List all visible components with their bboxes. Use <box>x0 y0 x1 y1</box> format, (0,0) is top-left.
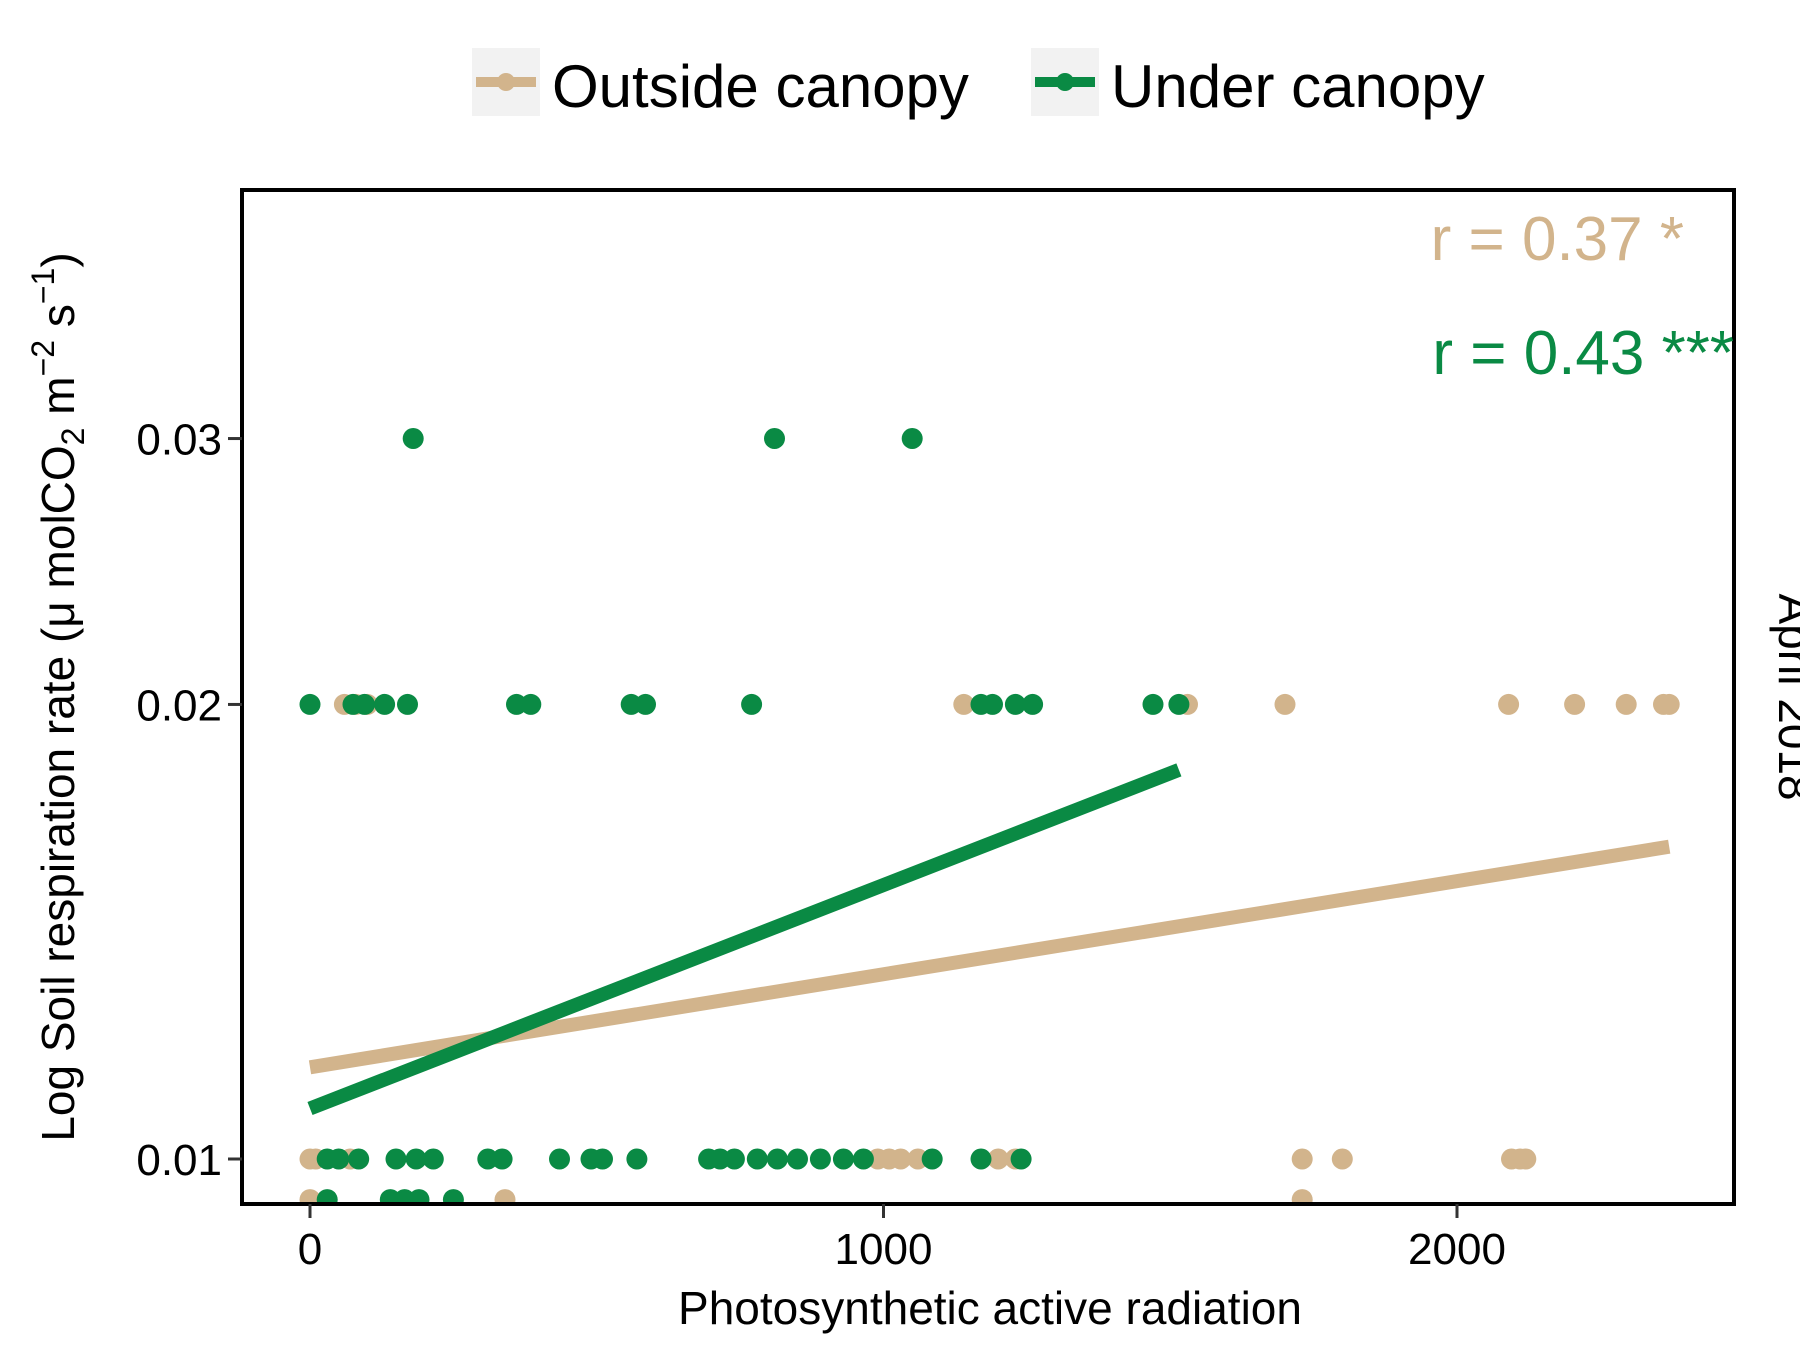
data-point-under <box>520 693 542 715</box>
data-point-under <box>1004 693 1026 715</box>
y-axis-title-sub2: 2 <box>55 428 91 446</box>
data-point-under <box>635 693 656 715</box>
data-point-under <box>442 1189 464 1204</box>
legend-label-under: Under canopy <box>1111 53 1485 120</box>
legend-key-outside-point <box>497 73 515 91</box>
data-point-under <box>549 1148 570 1170</box>
data-point-under <box>408 1189 430 1204</box>
data-point-outside <box>1515 1148 1537 1170</box>
data-point-under <box>316 1189 338 1204</box>
fit-lines-layer <box>307 763 1671 1116</box>
legend-key-under-point <box>1056 73 1074 91</box>
data-point-outside <box>1291 1148 1313 1170</box>
data-point-under <box>592 1148 613 1170</box>
fit-line-outside <box>308 839 1671 1075</box>
x-tick-label: 1000 <box>835 1225 933 1274</box>
data-point-under <box>832 1148 854 1170</box>
data-point-under <box>348 1148 370 1170</box>
data-point-outside <box>1658 693 1680 715</box>
data-point-under <box>982 693 1003 715</box>
data-point-under <box>746 1148 768 1170</box>
data-point-under <box>852 1148 874 1170</box>
data-point-under <box>921 1148 943 1170</box>
data-point-under <box>397 693 418 715</box>
data-point-under <box>328 1148 350 1170</box>
data-point-under <box>374 693 396 715</box>
data-point-outside <box>1615 693 1637 715</box>
data-point-under <box>723 1148 745 1170</box>
x-axis-title: Photosynthetic active radiation <box>678 1282 1302 1334</box>
data-point-outside <box>987 1148 1009 1170</box>
data-point-under <box>970 1148 992 1170</box>
annotation-outside-r: r = 0.37 * <box>1431 205 1684 274</box>
legend-label-outside: Outside canopy <box>552 53 969 120</box>
y-tick-label: 0.02 <box>136 681 222 730</box>
data-point-outside <box>890 1148 912 1170</box>
data-point-under <box>354 693 375 715</box>
y-tick-label: 0.03 <box>136 416 222 465</box>
data-point-outside <box>1274 693 1296 715</box>
y-axis-title-mol: molCO <box>32 445 84 601</box>
data-point-under <box>787 1148 808 1170</box>
y-axis-title: Log Soil respiration rate (μ molCO2 m−2 … <box>25 252 91 1141</box>
axis-ticks: 0 1000 2000 0.01 0.02 0.03 <box>136 416 1506 1274</box>
panel-border <box>240 188 1736 1206</box>
data-point-under <box>405 1148 427 1170</box>
y-axis-title-close: ) <box>32 252 84 267</box>
data-point-outside <box>1291 1189 1313 1204</box>
y-tick-label: 0.01 <box>136 1136 222 1185</box>
annotation-under-r: r = 0.43 *** <box>1432 319 1734 388</box>
data-point-under <box>1010 1148 1032 1170</box>
data-point-under <box>809 1148 831 1170</box>
y-axis-title-s: s <box>32 304 84 340</box>
data-point-under <box>626 1148 648 1170</box>
data-point-under <box>299 693 321 715</box>
data-point-outside <box>953 693 975 715</box>
data-point-under <box>766 1148 788 1170</box>
y-axis-title-m: m <box>32 376 84 427</box>
points-layer <box>299 428 1680 1204</box>
data-point-under <box>1168 693 1190 715</box>
data-point-under <box>1022 693 1044 715</box>
fit-line-under <box>307 763 1182 1116</box>
data-point-outside <box>1331 1148 1353 1170</box>
data-point-under <box>422 1148 444 1170</box>
data-point-under <box>901 428 923 449</box>
x-tick-label: 2000 <box>1408 1225 1506 1274</box>
y-axis-title-prefix: Log Soil respiration rate ( <box>32 627 84 1142</box>
y-axis-title-sup-s: −1 <box>25 268 61 304</box>
y-axis-title-sup-m: −2 <box>25 340 61 376</box>
x-tick-label: 0 <box>298 1225 322 1274</box>
data-point-under <box>741 693 763 715</box>
legend: Outside canopy Under canopy <box>472 48 1485 120</box>
data-point-outside <box>494 1189 516 1204</box>
data-point-under <box>385 1148 407 1170</box>
data-point-outside <box>1564 693 1586 715</box>
data-point-under <box>764 428 785 449</box>
data-point-under <box>491 1148 513 1170</box>
panel-strip-label: April 2018 <box>1769 593 1800 800</box>
data-point-outside <box>1498 693 1520 715</box>
y-axis-title-mu: μ <box>32 601 84 628</box>
data-point-under <box>402 428 424 449</box>
data-point-under <box>1142 693 1164 715</box>
data-point-outside <box>299 1189 321 1204</box>
